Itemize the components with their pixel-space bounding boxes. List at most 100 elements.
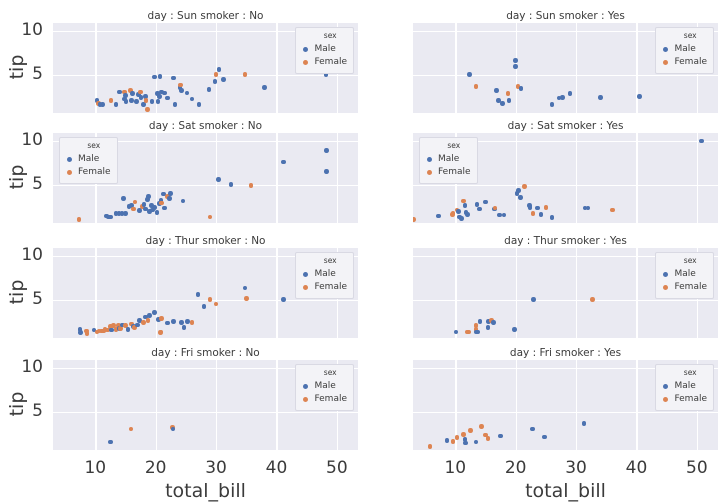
data-point xyxy=(123,93,128,98)
data-point xyxy=(324,148,329,153)
data-point xyxy=(473,326,479,332)
gridline-vertical xyxy=(636,360,638,450)
data-point xyxy=(155,91,160,97)
legend-swatch-female-icon xyxy=(303,59,309,65)
data-point xyxy=(128,426,134,432)
data-point xyxy=(184,90,190,96)
data-point xyxy=(189,96,195,102)
data-point xyxy=(158,197,164,203)
data-point xyxy=(134,99,139,104)
x-axis-tick-label: 10 xyxy=(444,458,467,478)
legend-item-label: Female xyxy=(674,393,707,404)
data-point xyxy=(97,101,103,107)
legend-item-label: Female xyxy=(674,281,707,292)
data-point xyxy=(501,212,507,218)
legend-swatch-female-icon xyxy=(663,396,669,402)
data-point xyxy=(117,89,122,95)
data-point xyxy=(513,64,518,69)
data-point xyxy=(699,138,704,144)
data-point xyxy=(150,207,155,213)
data-point xyxy=(171,75,177,81)
data-point xyxy=(83,328,89,334)
gridline-horizontal xyxy=(413,30,718,33)
gridline-vertical xyxy=(515,360,517,450)
legend-item-female[interactable]: Female xyxy=(661,393,707,406)
data-point xyxy=(152,74,157,80)
legend-item-male[interactable]: Male xyxy=(301,380,347,393)
data-point xyxy=(147,312,152,318)
x-axis-label: total_bill xyxy=(165,480,246,502)
data-point xyxy=(201,304,207,309)
legend-title: sex xyxy=(323,256,337,265)
data-point xyxy=(483,199,488,205)
legend: sex Male Female xyxy=(655,27,714,74)
legend-item-female[interactable]: Female xyxy=(301,393,347,406)
data-point xyxy=(155,99,161,104)
data-point xyxy=(161,191,166,197)
data-point xyxy=(126,204,132,209)
gridline-vertical xyxy=(155,23,157,113)
legend-swatch-male-icon xyxy=(427,156,432,162)
legend-item-male[interactable]: Male xyxy=(301,268,347,281)
legend-item-female[interactable]: Female xyxy=(65,166,111,179)
facet-panel: day : Sat smoker : No sex Male Female xyxy=(53,120,358,223)
legend-swatch-female-icon xyxy=(67,169,72,175)
data-point xyxy=(108,214,113,220)
gridline-horizontal xyxy=(53,255,358,258)
data-point xyxy=(100,101,105,107)
legend-swatch-female-icon xyxy=(303,284,309,290)
data-point xyxy=(165,95,171,101)
data-point xyxy=(185,319,190,324)
legend-item-female[interactable]: Female xyxy=(661,281,707,294)
data-point xyxy=(498,433,503,439)
x-axis-tick-label: 40 xyxy=(625,458,648,478)
gridline-vertical xyxy=(276,23,278,113)
legend-item-label: Male xyxy=(674,380,696,391)
data-point xyxy=(78,330,84,336)
legend-swatch-male-icon xyxy=(303,271,309,277)
data-point xyxy=(454,435,460,441)
data-point xyxy=(129,98,134,104)
legend-item-label: Female xyxy=(314,56,347,67)
legend-item-male[interactable]: Male xyxy=(65,153,111,166)
legend-item-female[interactable]: Female xyxy=(661,56,707,69)
gridline-vertical xyxy=(636,133,638,223)
data-point xyxy=(281,159,286,165)
legend-item-female[interactable]: Female xyxy=(301,56,347,69)
legend-item-male[interactable]: Male xyxy=(301,43,347,56)
y-axis-tick-label: 5 xyxy=(32,63,43,84)
legend: sex Male Female xyxy=(655,252,714,299)
legend-item-male[interactable]: Male xyxy=(661,380,707,393)
data-point xyxy=(207,297,213,302)
data-point xyxy=(77,326,83,332)
data-point xyxy=(324,169,329,174)
data-point xyxy=(121,196,126,201)
data-point xyxy=(96,328,102,334)
data-point xyxy=(212,79,218,84)
legend-item-label: Female xyxy=(314,393,347,404)
legend-item-male[interactable]: Male xyxy=(661,43,707,56)
data-point xyxy=(538,211,544,217)
data-point xyxy=(129,321,134,327)
data-point xyxy=(147,209,152,214)
legend-item-male[interactable]: Male xyxy=(661,268,707,281)
gridline-vertical xyxy=(216,360,218,450)
legend-swatch-male-icon xyxy=(663,271,669,277)
gridline-vertical xyxy=(216,248,218,338)
data-point xyxy=(530,426,535,432)
data-point xyxy=(115,323,121,329)
legend-item-label: Male xyxy=(674,268,696,279)
data-point xyxy=(535,205,540,211)
legend-item-male[interactable]: Male xyxy=(425,153,471,166)
data-point xyxy=(177,85,183,90)
data-point xyxy=(168,190,174,196)
gridline-vertical xyxy=(515,248,517,338)
legend-item-female[interactable]: Female xyxy=(301,281,347,294)
data-point xyxy=(518,195,523,200)
legend-item-female[interactable]: Female xyxy=(425,166,471,179)
data-point xyxy=(111,323,116,329)
data-point xyxy=(152,310,157,315)
y-axis-tick-label: 10 xyxy=(21,244,43,265)
data-point xyxy=(514,190,520,196)
legend-swatch-female-icon xyxy=(303,396,309,402)
